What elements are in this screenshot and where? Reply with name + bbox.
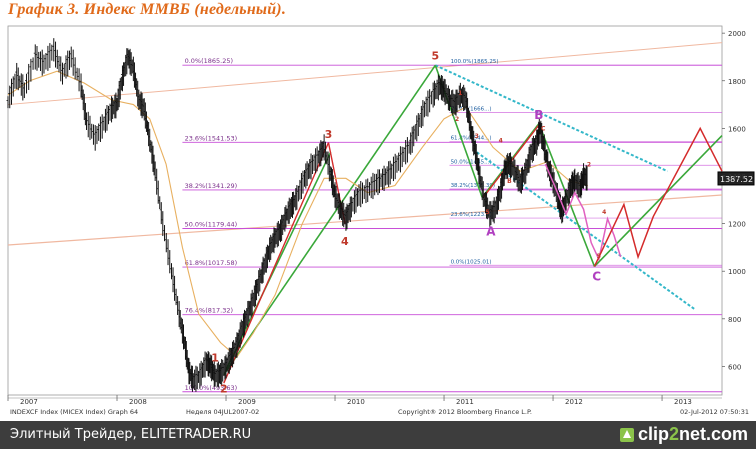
- long-trend-upper: [7, 42, 723, 106]
- wave-label-small: C: [541, 126, 546, 133]
- x-tick-label: 2007: [20, 398, 38, 406]
- fib-label: 0.0%(1865.25): [185, 57, 233, 65]
- fib2-label: 100.0%(1865.25): [451, 59, 499, 65]
- price-chart: 0.0%(1865.25) 23.6%(1541.53) 38.2%(1341.29…: [6, 25, 755, 416]
- wave-label-small: 4: [499, 138, 503, 145]
- red-trend-2: [327, 142, 346, 224]
- y-tick-label: 1000: [728, 268, 746, 276]
- wave-label-small: 5: [486, 209, 490, 216]
- projected-wave-pink: [544, 163, 622, 262]
- chart-source-label: INDEXCF Index (MICEX Index) Graph 64: [10, 408, 138, 416]
- last-price-box: [717, 171, 755, 186]
- wave-label-red: 1: [211, 352, 219, 365]
- x-tick-label: 2010: [347, 398, 365, 406]
- y-tick-label: 800: [728, 316, 741, 324]
- wave-label-small: 3: [475, 133, 479, 140]
- chart-period-label: Неделя 04JUL2007-02: [186, 408, 259, 416]
- x-tick-label: 2009: [238, 398, 256, 406]
- wave-label-purple: B: [534, 108, 543, 122]
- wave-label-small: 4: [602, 209, 606, 216]
- x-tick-label: 2013: [674, 398, 692, 406]
- fib-label: 23.6%(1541.53): [185, 134, 238, 142]
- fib2-label: 76.4%(1666...): [451, 107, 492, 113]
- wave-label-purple: A: [486, 224, 496, 238]
- last-price-label: 1387.52: [720, 175, 753, 184]
- clip2net-logo: clip 2 net.com: [619, 424, 748, 445]
- x-tick-label: 2008: [129, 398, 147, 406]
- wave-label-red: 3: [325, 128, 333, 141]
- price-bars: [6, 38, 588, 392]
- wave-label-small: 1: [458, 90, 462, 97]
- wave-label-small: 5: [597, 253, 601, 260]
- y-tick-label: 1600: [728, 125, 746, 133]
- x-tick-label: 2011: [456, 398, 474, 406]
- fib-label: 100.0%(493.63): [185, 384, 238, 392]
- brand-part-b: 2: [668, 424, 679, 444]
- brand-part-c: net.com: [678, 424, 748, 444]
- wave-label-small: 2: [587, 161, 591, 168]
- y-tick-label: 600: [728, 363, 741, 371]
- x-tick-label: 2012: [565, 398, 583, 406]
- brand-part-a: clip: [637, 424, 669, 444]
- fib-label: 76.4%(817.32): [185, 307, 233, 315]
- chart-timestamp-label: 02-Jul-2012 07:50:31: [680, 408, 749, 416]
- wave-label-red: 4: [341, 235, 349, 248]
- channel-upper: [434, 64, 668, 173]
- fib2-label: 23.6%(1223.3): [451, 212, 492, 218]
- wave-label-red: 2: [220, 383, 228, 396]
- fib2-label: 50.0%(1445...): [451, 159, 492, 165]
- fib-label: 50.0%(1179.44): [185, 220, 238, 228]
- y-tick-label: 1800: [728, 78, 746, 86]
- y-tick-label: 1200: [728, 221, 746, 229]
- wave-label-purple: C: [592, 270, 601, 284]
- copyright-label: Copyright® 2012 Bloomberg Finance L.P.: [398, 408, 532, 416]
- upload-icon: [619, 427, 634, 442]
- wave-label-small: B: [507, 178, 512, 185]
- long-trend-lower: [7, 194, 723, 246]
- footer-bar: Элитный Трейдер, ELITETRADER.RU clip 2 net…: [0, 421, 756, 449]
- y-tick-label: 2000: [728, 30, 746, 38]
- wave-label-small: 2: [455, 116, 459, 123]
- fib-label: 61.8%(1017.58): [185, 259, 238, 267]
- projected-wave-red: [593, 126, 723, 267]
- fib2-label: 38.2%(1345.39): [451, 183, 496, 189]
- green-trend-5: [593, 134, 723, 268]
- plot-frame: [7, 25, 723, 396]
- footer-source-text: Элитный Трейдер, ELITETRADER.RU: [10, 427, 252, 442]
- fib2-label: 0.0%(1025.01): [451, 259, 492, 265]
- y-tick-label: 1400: [728, 173, 746, 181]
- wave-label-red: 5: [431, 49, 439, 62]
- fib-label: 38.2%(1341.29): [185, 182, 238, 190]
- page-title: График 3. Индекс ММВБ (недельный).: [8, 1, 287, 18]
